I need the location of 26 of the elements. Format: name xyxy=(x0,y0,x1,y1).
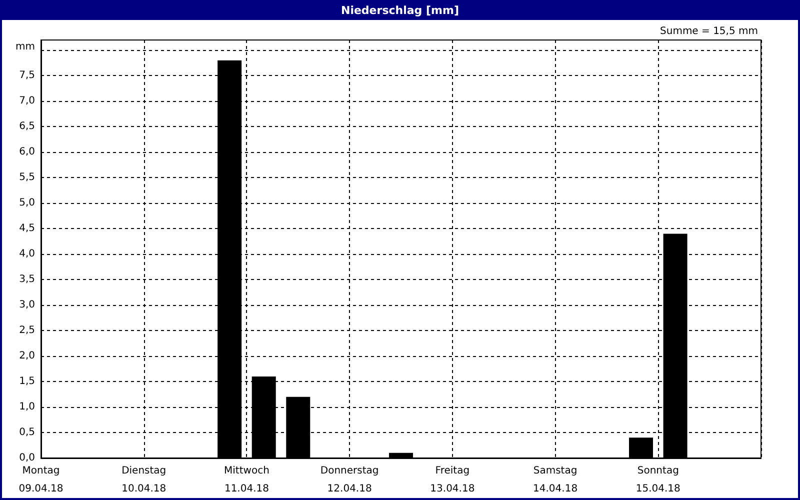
y-tick-label: 5,0 xyxy=(19,198,35,209)
x-tick-label: Dienstag 10.04.18 xyxy=(122,466,166,494)
y-tick-label: 7,0 xyxy=(19,96,35,107)
x-tick-label: Sonntag 15.04.18 xyxy=(636,466,680,494)
y-tick-label: 7,5 xyxy=(19,70,35,82)
x-tick-label: Freitag 13.04.18 xyxy=(430,466,475,494)
y-tick-label: 0,5 xyxy=(19,427,35,438)
y-tick-label: 2,0 xyxy=(19,350,35,362)
x-tick-label: Montag 09.04.18 xyxy=(18,466,64,494)
y-tick-label: 5,5 xyxy=(19,172,35,184)
y-tick-label: 4,5 xyxy=(19,223,35,234)
y-axis-title: mm xyxy=(16,42,35,52)
y-tick-label: 3,0 xyxy=(19,300,35,311)
y-tick-label: 6,0 xyxy=(19,146,35,158)
y-tick-label: 2,5 xyxy=(19,325,35,336)
chart-title: Niederschlag [mm] xyxy=(2,2,798,20)
text: Summe = 15,5 mm xyxy=(660,26,758,37)
x-tick-label: Donnerstag 12.04.18 xyxy=(320,466,379,494)
y-tick-label: 4,0 xyxy=(19,248,35,260)
y-tick-label: 1,5 xyxy=(19,376,35,388)
x-tick-label: Mittwoch 11.04.18 xyxy=(224,466,270,494)
y-tick-label: 0,0 xyxy=(19,452,35,464)
y-tick-label: 3,5 xyxy=(19,274,35,286)
x-tick-label: Samstag 14.04.18 xyxy=(533,466,578,494)
y-tick-label: 1,0 xyxy=(19,402,35,413)
y-tick-label: 6,5 xyxy=(19,121,35,132)
